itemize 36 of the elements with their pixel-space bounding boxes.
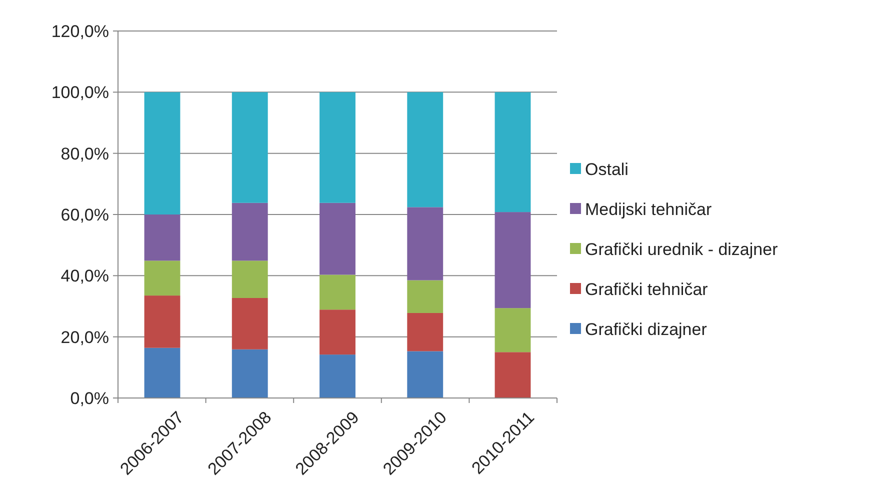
legend-label: Medijski tehničar bbox=[585, 200, 712, 219]
bar bbox=[320, 202, 356, 275]
bar bbox=[407, 92, 444, 208]
bar bbox=[494, 352, 531, 398]
bar bbox=[407, 312, 444, 352]
bar bbox=[144, 296, 180, 348]
y-tick-label: 100,0% bbox=[51, 83, 109, 102]
legend-label: Grafički dizajner bbox=[585, 320, 708, 339]
y-tick-label: 60,0% bbox=[60, 205, 109, 224]
bar bbox=[494, 212, 531, 308]
y-tick-label: 0,0% bbox=[70, 388, 109, 408]
y-tick-label: 80,0% bbox=[60, 144, 109, 164]
bar bbox=[320, 274, 356, 310]
bar bbox=[494, 92, 531, 212]
bar bbox=[320, 310, 356, 355]
bar bbox=[320, 92, 356, 203]
bar bbox=[407, 351, 444, 398]
legend-label: Ostali bbox=[585, 160, 628, 179]
bar bbox=[232, 349, 268, 398]
bar bbox=[144, 92, 180, 214]
bar bbox=[494, 308, 531, 352]
bar bbox=[232, 202, 268, 261]
bar bbox=[320, 354, 356, 398]
legend-label: Grafički tehničar bbox=[585, 280, 708, 299]
bar bbox=[407, 280, 444, 313]
bar bbox=[407, 207, 444, 280]
bar bbox=[232, 298, 268, 350]
bar bbox=[232, 260, 268, 298]
y-tick-label: 120,0% bbox=[51, 22, 109, 41]
y-tick-label: 20,0% bbox=[60, 328, 109, 347]
bar bbox=[144, 260, 180, 296]
bar bbox=[232, 92, 268, 203]
legend-label: Grafički urednik - dizajner bbox=[585, 240, 778, 259]
y-tick-label: 40,0% bbox=[60, 266, 109, 286]
bar bbox=[144, 348, 180, 398]
bar bbox=[144, 214, 180, 261]
